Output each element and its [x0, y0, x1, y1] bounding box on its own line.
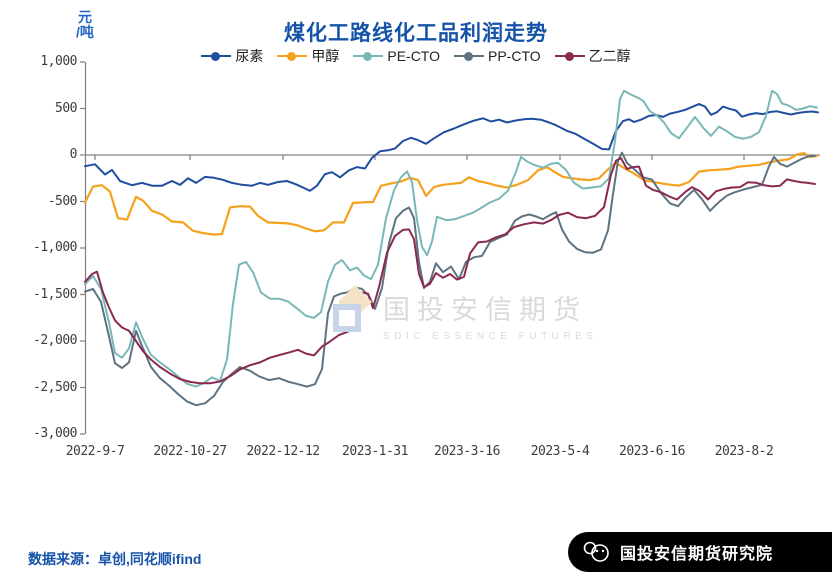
legend-marker-icon [277, 51, 308, 61]
x-axis-label: 2023-3-16 [434, 444, 500, 459]
chart-legend: 尿素 甲醇 PE-CTO PP-CTO 乙二醇 [0, 46, 832, 66]
brand-logo-icon [583, 541, 609, 562]
x-axis-label: 2023-5-4 [530, 444, 590, 459]
series-line-甲醇 [83, 151, 819, 236]
y-axis-label: 500 [55, 100, 77, 116]
brand-bar: 国投安信期货研究院 [568, 532, 832, 572]
legend-marker-icon [554, 51, 585, 61]
y-axis-unit-bottom: /吨 [76, 24, 94, 40]
x-axis-label: 2022-10-27 [153, 444, 227, 459]
y-axis-label: -1,500 [33, 286, 77, 302]
y-axis-unit-label: 元 /吨 [62, 10, 108, 40]
legend-marker-icon [201, 51, 232, 61]
y-axis-label: -2,000 [33, 333, 77, 348]
legend-label: PE-CTO [387, 48, 440, 64]
series-line-乙二醇 [84, 157, 816, 385]
x-axis-label: 2022-9-7 [65, 444, 125, 459]
legend-label: 乙二醇 [588, 48, 631, 64]
chart-title: 煤化工路线化工品利润走势 [284, 22, 548, 45]
data-source-note: 数据来源：卓创,同花顺ifind [28, 549, 201, 569]
y-axis-label: 1,000 [40, 54, 77, 69]
y-axis-label: -1,000 [33, 240, 77, 255]
legend-label: 甲醇 [311, 48, 340, 64]
series-line-尿素 [84, 103, 819, 192]
legend-item-PE-CTO: PE-CTO [353, 48, 440, 64]
x-axis-label: 2023-1-31 [342, 444, 408, 459]
legend-item-甲醇: 甲醇 [277, 46, 339, 66]
x-axis-label: 2023-6-16 [619, 444, 685, 459]
y-axis-label: -2,500 [33, 379, 77, 395]
plot-area [80, 61, 820, 435]
y-axis-unit-top: 元 [78, 9, 92, 25]
x-axis-label: 2022-12-12 [246, 444, 320, 459]
y-axis-label: -500 [47, 193, 78, 209]
legend-marker-icon [353, 51, 384, 61]
brand-name: 国投安信期货研究院 [620, 546, 774, 563]
y-axis-label: -3,000 [33, 426, 77, 441]
legend-item-尿素: 尿素 [201, 46, 263, 66]
legend-item-乙二醇: 乙二醇 [554, 46, 631, 66]
series-line-PP-CTO [84, 151, 816, 407]
legend-item-PP-CTO: PP-CTO [454, 48, 541, 64]
data-source-value: 卓创,同花顺ifind [98, 551, 202, 567]
legend-label: PP-CTO [488, 48, 541, 64]
legend-label: 尿素 [235, 48, 264, 64]
series-line-PE-CTO [84, 89, 818, 388]
legend-marker-icon [454, 51, 484, 61]
data-source-prefix: 数据来源： [28, 551, 98, 567]
y-axis-label: 0 [69, 147, 78, 162]
plot-svg [80, 61, 820, 435]
x-axis-label: 2023-8-2 [714, 444, 774, 459]
